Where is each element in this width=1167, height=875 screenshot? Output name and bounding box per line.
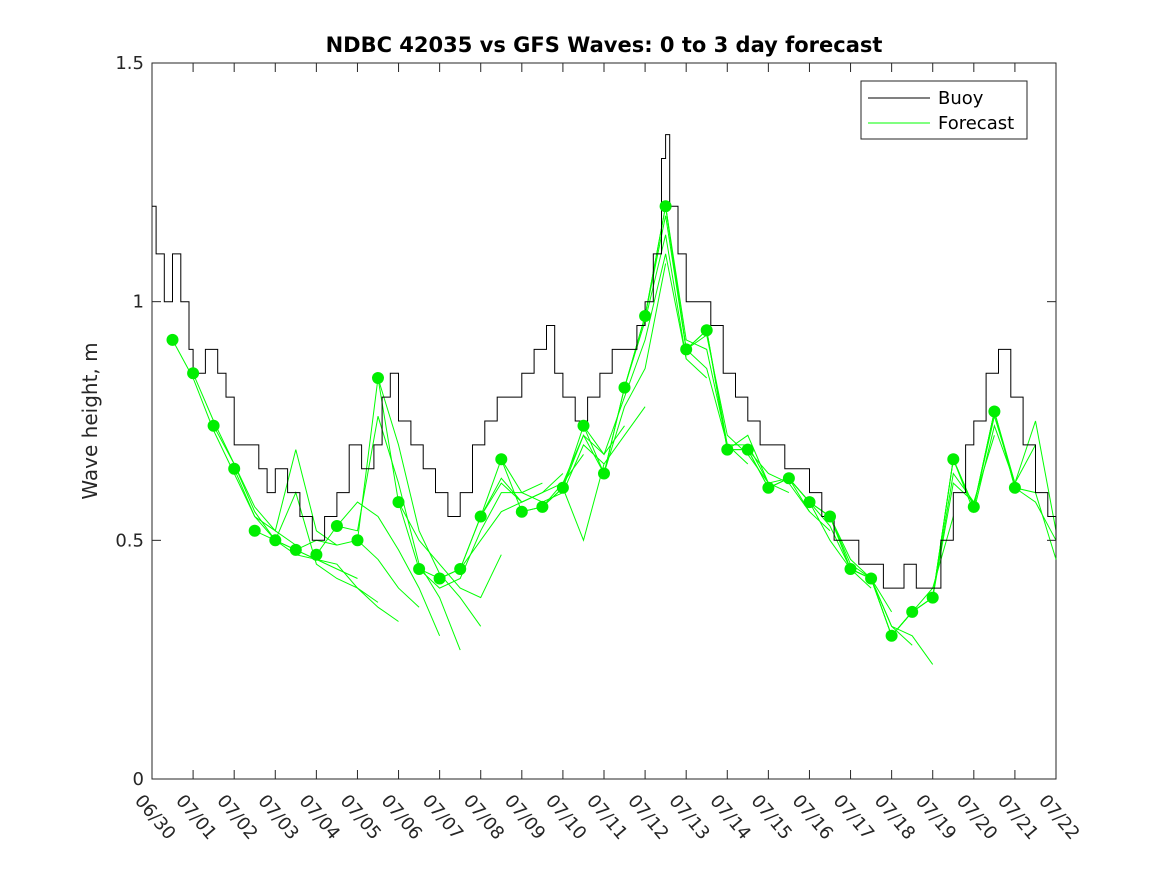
y-tick-label-0: 0 <box>133 769 144 790</box>
forecast-marker-1 <box>187 367 200 380</box>
y-axis-label: Wave height, m <box>78 342 102 499</box>
legend-label-forecast: Forecast <box>938 113 1014 134</box>
forecast-marker-27 <box>721 443 734 456</box>
forecast-marker-17 <box>515 505 528 518</box>
forecast-markers <box>166 200 1021 642</box>
forecast-marker-16 <box>495 453 508 466</box>
forecast-marker-18 <box>536 500 549 513</box>
legend: Buoy Forecast <box>860 80 1028 140</box>
forecast-marker-38 <box>947 453 960 466</box>
forecast-marker-22 <box>618 381 631 394</box>
buoy-series <box>152 134 1057 589</box>
forecast-marker-28 <box>741 443 754 456</box>
forecast-marker-6 <box>289 543 302 556</box>
forecast-marker-19 <box>556 481 569 494</box>
forecast-marker-40 <box>988 405 1001 418</box>
forecast-marker-31 <box>803 496 816 509</box>
plot-area: 00.511.5 06/3007/0107/0207/0307/0407/050… <box>115 53 1083 844</box>
forecast-marker-39 <box>967 500 980 513</box>
forecast-marker-14 <box>454 563 467 575</box>
forecast-marker-10 <box>372 372 384 384</box>
forecast-marker-15 <box>474 510 487 523</box>
forecast-marker-21 <box>598 467 610 480</box>
forecast-marker-13 <box>433 572 446 585</box>
forecast-marker-29 <box>762 481 775 494</box>
forecast-marker-5 <box>269 534 282 547</box>
legend-box <box>860 80 1028 140</box>
y-tick-label-3: 1.5 <box>115 53 144 74</box>
forecast-marker-25 <box>680 343 693 356</box>
forecast-marker-32 <box>824 510 836 523</box>
forecast-marker-9 <box>351 534 364 547</box>
buoy-line <box>152 134 1057 589</box>
y-tick-label-2: 1 <box>133 292 144 313</box>
legend-label-buoy: Buoy <box>938 88 984 109</box>
forecast-marker-34 <box>865 572 878 585</box>
forecast-marker-8 <box>330 520 343 532</box>
forecast-marker-0 <box>166 333 179 346</box>
y-axis: 0 0.5 1 1.5 <box>115 53 1056 790</box>
forecast-marker-33 <box>844 563 857 575</box>
forecast-marker-3 <box>228 462 241 475</box>
forecast-marker-36 <box>906 605 919 618</box>
forecast-marker-7 <box>310 548 323 561</box>
forecast-marker-35 <box>885 629 898 642</box>
chart-title: NDBC 42035 vs GFS Waves: 0 to 3 day fore… <box>326 33 883 57</box>
forecast-marker-11 <box>392 496 405 509</box>
forecast-marker-20 <box>577 419 590 432</box>
forecast-marker-37 <box>926 591 939 604</box>
forecast-marker-12 <box>413 563 426 575</box>
forecast-marker-24 <box>659 200 672 213</box>
forecast-run-8 <box>336 416 461 651</box>
forecast-marker-26 <box>700 324 713 337</box>
forecast-marker-4 <box>248 524 261 537</box>
axes-box <box>151 62 1057 780</box>
forecast-marker-30 <box>782 472 795 485</box>
forecast-marker-2 <box>207 419 220 432</box>
forecast-marker-41 <box>1008 481 1021 494</box>
y-tick-label-1: 0.5 <box>115 530 144 551</box>
forecast-marker-23 <box>639 310 652 322</box>
